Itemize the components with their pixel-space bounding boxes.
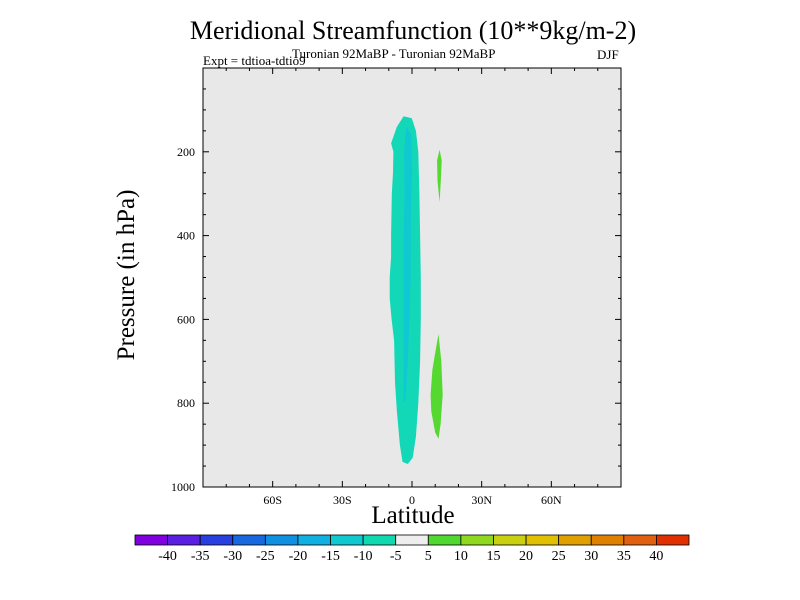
colorbar-label: 30	[584, 549, 598, 564]
contour-positive-cell-upper	[437, 149, 442, 203]
y-tick-label: 800	[177, 396, 195, 410]
colorbar-label: -20	[289, 549, 308, 564]
colorbar-label: -30	[223, 549, 242, 564]
contour-positive-cell-lower	[430, 334, 443, 439]
x-tick-label: 30N	[471, 493, 492, 507]
colorbar-label: 5	[425, 549, 432, 564]
chart-title: Meridional Streamfunction (10**9kg/m-2)	[189, 16, 637, 45]
colorbar-box	[525, 534, 560, 546]
contour-negative-cell-inner	[403, 126, 412, 404]
x-tick-label: 60N	[541, 493, 562, 507]
colorbar-label: 15	[486, 549, 500, 564]
colorbar-label: -40	[158, 549, 177, 564]
colorbar-box	[297, 534, 331, 546]
colorbar-box	[362, 534, 397, 546]
colorbar-box	[493, 534, 527, 546]
colorbar-box	[427, 534, 462, 546]
colorbar-label: -35	[191, 549, 210, 564]
colorbar-box	[199, 534, 234, 546]
colorbar-label: -10	[354, 549, 373, 564]
contour-regions	[389, 116, 443, 464]
colorbar-box	[232, 534, 266, 546]
colorbar: -40 -35 -30 -25 -20 -15 -10 -5 5 10 15 20 25 30 35 40	[134, 534, 690, 564]
y-tick-label: 200	[177, 145, 195, 159]
colorbar-box	[330, 534, 364, 546]
colorbar-label: -25	[256, 549, 275, 564]
chart-subtitle: Turonian 92MaBP - Turonian 92MaBP	[292, 46, 496, 61]
x-tick-label: 30S	[333, 493, 352, 507]
x-tick-label: 0	[409, 493, 415, 507]
colorbar-box	[460, 534, 494, 546]
colorbar-label: 25	[552, 549, 566, 564]
colorbar-box	[264, 534, 299, 546]
experiment-label: Expt = tdtioa-tdtio9	[203, 53, 306, 68]
season-label: DJF	[597, 47, 619, 62]
axis-ticks: 60S 30S 0 30N 60N 200 400 600 800 1000	[171, 68, 621, 507]
colorbar-label: 10	[454, 549, 468, 564]
y-tick-label: 400	[177, 229, 195, 243]
colorbar-box	[590, 534, 625, 546]
colorbar-label: -5	[390, 549, 402, 564]
y-tick-label: 600	[177, 312, 195, 326]
colorbar-box	[134, 534, 168, 546]
colorbar-box	[558, 534, 592, 546]
x-axis-label: Latitude	[371, 502, 455, 529]
colorbar-label: -15	[321, 549, 340, 564]
colorbar-box	[656, 534, 690, 546]
x-tick-label: 60S	[263, 493, 282, 507]
colorbar-label: 35	[617, 549, 631, 564]
colorbar-label: 20	[519, 549, 533, 564]
colorbar-box	[623, 534, 657, 546]
colorbar-label: 40	[649, 549, 663, 564]
colorbar-box	[395, 534, 429, 546]
y-tick-label: 1000	[171, 480, 195, 494]
colorbar-box	[167, 534, 201, 546]
